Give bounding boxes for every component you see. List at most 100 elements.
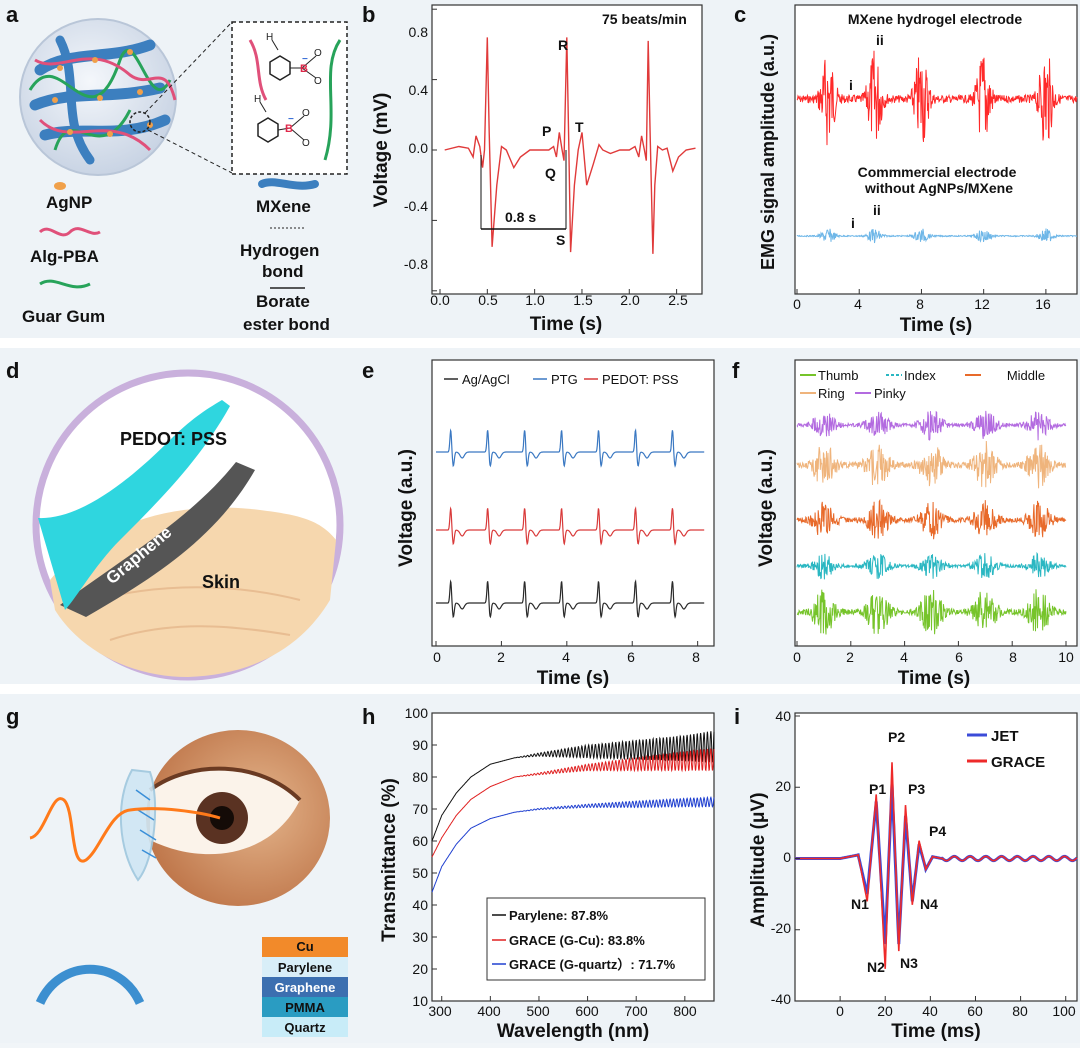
peak-label-s: S xyxy=(556,232,565,248)
panel-label-d: d xyxy=(6,358,19,383)
axis-ticks xyxy=(432,8,678,294)
guar-legend-marker xyxy=(39,279,91,289)
legend-grace-cu: GRACE (G-Cu): 83.8% xyxy=(509,933,645,948)
label-skin: Skin xyxy=(202,572,240,592)
peak-label-r: R xyxy=(558,37,568,53)
x-tick-label: 0 xyxy=(836,1003,844,1019)
x-tick-label: 40 xyxy=(922,1003,938,1019)
x-axis-label: Wavelength (nm) xyxy=(497,1021,649,1042)
x-tick-label: 10 xyxy=(1058,649,1074,665)
y-tick-label: 20 xyxy=(412,961,428,977)
panel-h: h Parylene: 87.8% GRACE (G-Cu): 83.8% GR… xyxy=(362,704,715,1042)
bond xyxy=(277,127,291,131)
panel-label-b: b xyxy=(362,2,375,27)
transmittance-grace-cu xyxy=(431,748,715,858)
x-tick-label: 300 xyxy=(428,1003,452,1019)
transmittance-grace-quartz xyxy=(431,795,715,893)
axis-ticks xyxy=(796,641,1067,646)
guar-gum-chain xyxy=(323,39,342,161)
bond xyxy=(259,101,267,113)
alg-pba-legend-marker xyxy=(38,227,101,237)
legend-bond: bond xyxy=(262,262,304,281)
phenyl-ring xyxy=(269,55,291,81)
layer-label-cu: Cu xyxy=(296,939,313,954)
skin-fold xyxy=(109,625,291,641)
layer-label-quartz: Quartz xyxy=(284,1020,326,1035)
panel-label-f: f xyxy=(732,358,740,383)
agnp-particles xyxy=(52,49,153,137)
x-tick-label: 1.5 xyxy=(573,292,593,308)
emg-trace-mxene xyxy=(796,50,1078,146)
bond xyxy=(271,39,279,51)
y-tick-label: 50 xyxy=(412,865,428,881)
legend-index: Index xyxy=(904,368,936,383)
alg-pba-chain xyxy=(38,118,152,152)
pupil xyxy=(210,806,234,830)
x-tick-label: 0.0 xyxy=(430,292,450,308)
bond xyxy=(289,127,305,141)
layer-cu xyxy=(262,937,348,957)
x-axis-label: Time (ms) xyxy=(891,1021,980,1042)
y-tick-label: 20 xyxy=(775,778,791,794)
x-tick-label: 8 xyxy=(1009,649,1017,665)
x-tick-label: 100 xyxy=(1052,1003,1076,1019)
x-tick-label: 6 xyxy=(627,649,635,665)
label-pedot-pss: PEDOT: PSS xyxy=(120,429,227,449)
ecg-trace-ptg xyxy=(436,428,705,468)
x-tick-label: 500 xyxy=(526,1003,550,1019)
legend-ring: Ring xyxy=(818,386,845,401)
panel-label-e: e xyxy=(362,358,374,383)
legend-alg-pba: Alg-PBA xyxy=(30,247,99,266)
emg-trace-commercial xyxy=(796,228,1078,244)
emg-trace-index xyxy=(796,551,1067,580)
lens-cross-section xyxy=(35,964,145,1006)
x-tick-label: 2 xyxy=(497,649,505,665)
emg-trace-ring xyxy=(796,440,1067,489)
plot-frame xyxy=(431,359,715,647)
legend-pinky: Pinky xyxy=(874,386,906,401)
erg-signal-wave xyxy=(29,797,221,863)
axis-ticks xyxy=(432,712,686,1002)
x-tick-label: 12 xyxy=(974,296,990,312)
peak-label-p: P xyxy=(542,123,551,139)
peak-label-p4: P4 xyxy=(929,823,946,839)
phenyl-ring xyxy=(257,117,279,143)
peak-label-p1: P1 xyxy=(869,781,886,797)
layer-label-pmma: PMMA xyxy=(285,1000,325,1015)
mark-i: i xyxy=(851,215,855,231)
y-tick-label: 80 xyxy=(412,769,428,785)
peak-label-q: Q xyxy=(545,165,556,181)
layer-label-parylene: Parylene xyxy=(278,960,332,975)
y-tick-label: 0.4 xyxy=(409,82,429,98)
panel-c: c MXene hydrogel electrode Commmercial e… xyxy=(734,2,1078,336)
bond xyxy=(301,67,317,79)
mark-i: i xyxy=(849,77,853,93)
panel-i: i JET GRACE P2 P1 P3 P4 N1 N4 N2 N3 0 20… xyxy=(734,704,1078,1042)
x-tick-label: 0.5 xyxy=(478,292,498,308)
row-divider xyxy=(0,684,1080,694)
panel-label-a: a xyxy=(6,2,19,27)
agnp-legend-marker xyxy=(54,182,66,190)
x-tick-label: 16 xyxy=(1035,296,1051,312)
emg-trace-middle xyxy=(796,498,1067,540)
x-axis-label: Time (s) xyxy=(530,314,603,335)
mark-ii: ii xyxy=(876,32,884,48)
vep-trace-grace xyxy=(795,762,1078,969)
axis-ticks xyxy=(796,289,1047,294)
y-axis-label: Voltage (mV) xyxy=(371,93,392,208)
x-tick-label: 800 xyxy=(673,1003,697,1019)
y-tick-label: -40 xyxy=(771,991,791,1007)
zoom-line xyxy=(147,129,233,174)
x-tick-label: 6 xyxy=(955,649,963,665)
x-tick-label: 2 xyxy=(846,649,854,665)
peak-label-p3: P3 xyxy=(908,781,925,797)
y-tick-label: 100 xyxy=(405,705,429,721)
charge-sign: − xyxy=(288,114,294,125)
oxygen-atom: O xyxy=(302,138,310,149)
peak-label-n1: N1 xyxy=(851,896,869,912)
y-tick-label: -20 xyxy=(771,920,791,936)
series-title-commercial: Commmercial electrode xyxy=(858,164,1017,180)
heart-rate-label: 75 beats/min xyxy=(602,11,687,27)
x-tick-label: 0 xyxy=(793,296,801,312)
y-axis-label: Voltage (a.u.) xyxy=(396,449,417,567)
